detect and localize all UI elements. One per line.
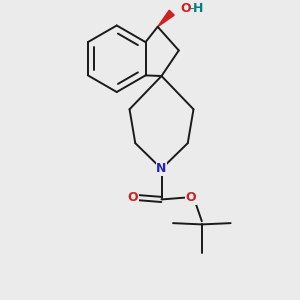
Text: H: H [193,2,203,15]
Text: -: - [189,2,194,15]
Text: N: N [156,162,167,175]
Polygon shape [158,10,174,27]
Text: O: O [180,2,191,15]
Text: O: O [186,191,196,204]
Text: O: O [128,191,138,204]
